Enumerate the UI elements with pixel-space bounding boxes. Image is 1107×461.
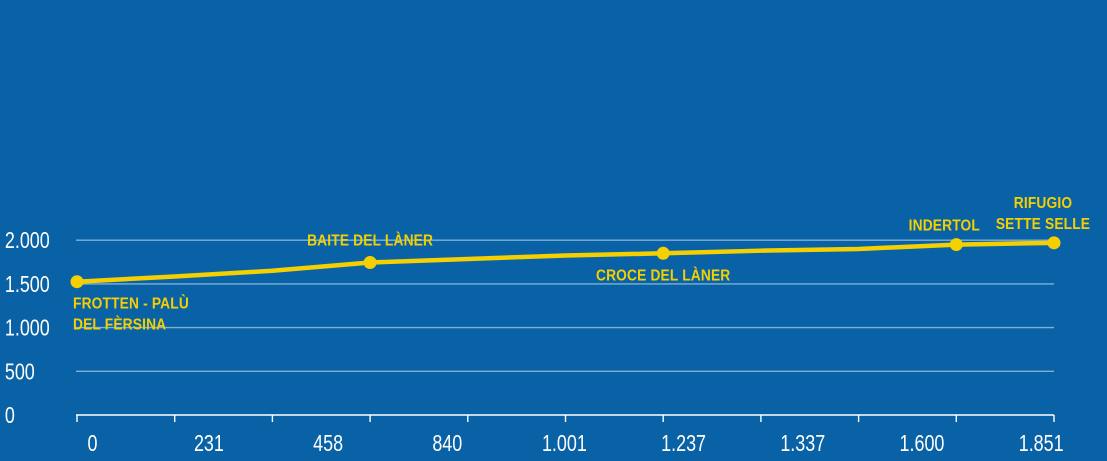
x-tick-label: 231: [194, 431, 224, 456]
waypoint-label: FROTTEN - PALÙ: [73, 294, 189, 313]
y-tick-label: 0: [5, 403, 15, 429]
y-tick-label: 1.500: [5, 272, 50, 298]
x-tick-label: 1.001: [542, 431, 587, 456]
x-tick-label: 1.337: [780, 431, 825, 456]
waypoint-marker: [656, 246, 670, 260]
waypoint-label: RIFUGIO: [1014, 194, 1072, 212]
y-tick-label: 2.000: [5, 228, 50, 254]
x-tick-label: 0: [88, 431, 98, 456]
y-tick-labels: 0 500 1.000 1.500 2.000: [5, 228, 50, 428]
line-layer: [74, 240, 1057, 284]
waypoint-label: SETTE SELLE: [996, 215, 1090, 233]
x-tick-labels: 02314588401.0011.2371.3371.6001.8512.141…: [88, 431, 1064, 457]
point-layer: [70, 236, 1061, 289]
elevation-line: [74, 240, 1057, 284]
waypoint-marker: [70, 275, 84, 289]
x-tick-label: 1.600: [900, 431, 945, 456]
x-tick-label: 840: [432, 431, 462, 456]
waypoint-label: CROCE DEL LÀNER: [596, 266, 730, 284]
y-tick-label: 500: [5, 359, 35, 385]
point-labels: FROTTEN - PALÙ DEL FÈRSINA BAITE DEL LÀNER…: [73, 194, 1090, 334]
x-tick-label: 1.237: [661, 431, 706, 456]
waypoint-marker: [949, 238, 963, 252]
waypoint-label: INDERTOL: [909, 217, 980, 235]
grid-layer: [76, 239, 1054, 372]
waypoint-marker: [363, 255, 377, 269]
y-tick-label: 1.000: [5, 316, 50, 342]
waypoint-marker: [1047, 236, 1061, 250]
x-tick-label: 1.851: [1019, 431, 1064, 456]
waypoint-label: DEL FÈRSINA: [73, 316, 166, 334]
waypoint-label: BAITE DEL LÀNER: [307, 232, 433, 250]
axis-layer: [76, 414, 1055, 422]
x-tick-label: 458: [313, 431, 343, 456]
